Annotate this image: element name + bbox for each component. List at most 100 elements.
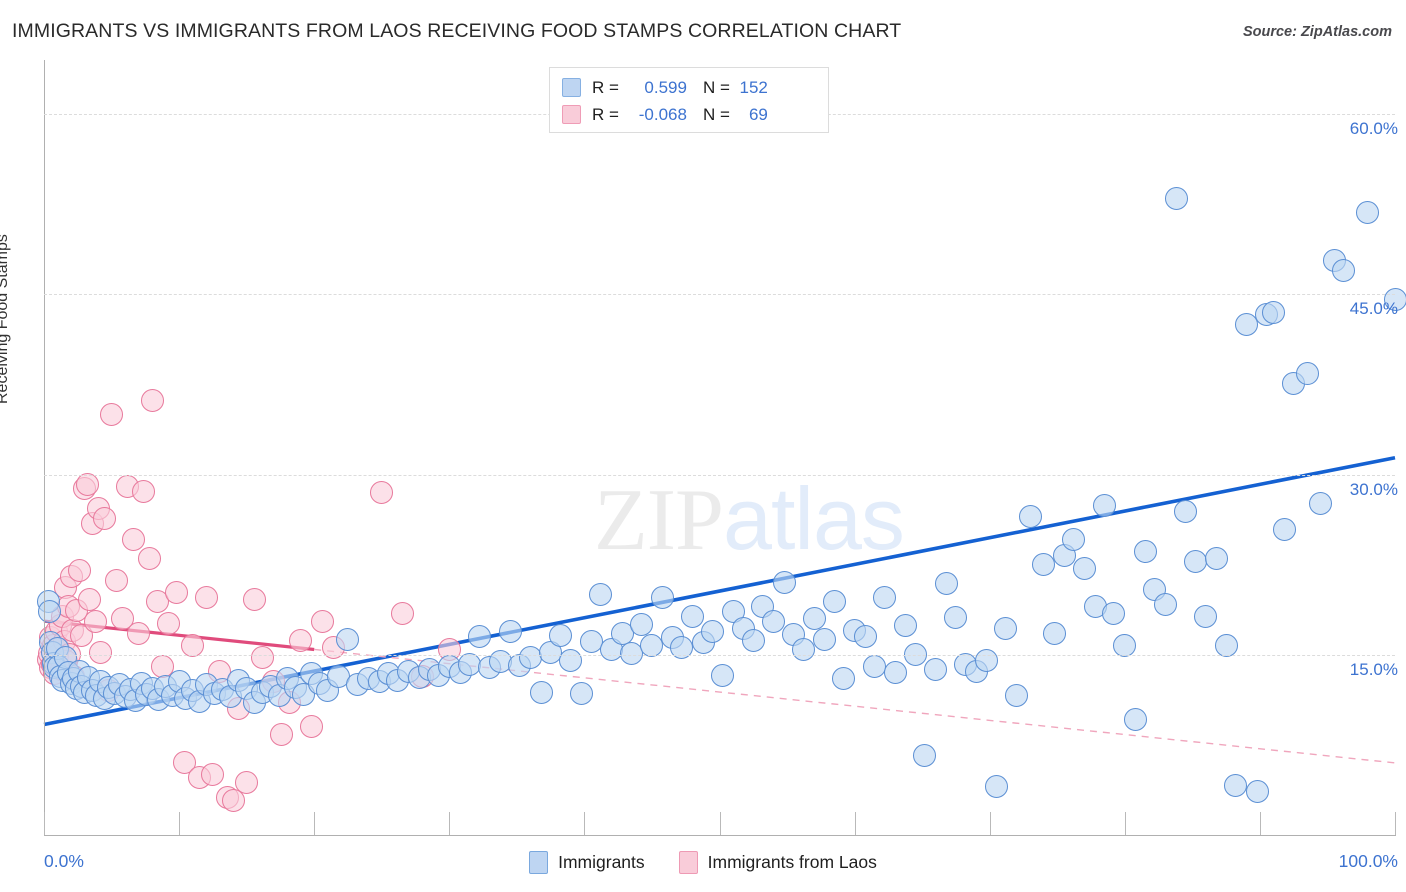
scatter-point-immigrants — [1102, 602, 1126, 626]
scatter-point-immigrants — [1194, 604, 1218, 628]
scatter-point-immigrants — [570, 681, 594, 705]
scatter-point-immigrants — [529, 680, 553, 704]
scatter-point-immigrants — [629, 613, 653, 637]
correlation-row-immigrants: R = 0.599 N = 152 — [562, 74, 818, 101]
scatter-point-immigrants — [1183, 549, 1207, 573]
x-axis-max-label: 100.0% — [1338, 851, 1398, 871]
x-axis-tick — [314, 812, 316, 835]
scatter-point-immigrants — [994, 616, 1018, 640]
scatter-point-immigrants — [1113, 633, 1137, 657]
scatter-point-immigrants — [872, 585, 896, 609]
scatter-point-immigrants — [701, 620, 725, 644]
scatter-point-laos — [67, 559, 91, 583]
scatter-point-laos — [100, 402, 124, 426]
x-axis-tick — [989, 812, 991, 835]
scatter-point-immigrants — [1205, 547, 1229, 571]
scatter-point-immigrants — [1005, 684, 1029, 708]
y-axis-line — [44, 60, 45, 835]
blue-r-label: R = — [592, 77, 619, 97]
scatter-point-immigrants — [498, 620, 522, 644]
scatter-point-immigrants — [1261, 300, 1285, 324]
scatter-point-laos — [370, 481, 394, 505]
scatter-point-immigrants — [832, 667, 856, 691]
scatter-point-immigrants — [710, 663, 734, 687]
scatter-point-immigrants — [548, 624, 572, 648]
scatter-point-laos — [83, 609, 107, 633]
scatter-point-laos — [127, 621, 151, 645]
legend-item-immigrants[interactable]: Immigrants — [529, 851, 645, 874]
scatter-point-immigrants — [336, 627, 360, 651]
scatter-point-immigrants — [651, 585, 675, 609]
x-axis-line — [44, 835, 1396, 836]
scatter-point-immigrants — [1309, 491, 1333, 515]
legend-blue-swatch-icon — [529, 851, 549, 874]
scatter-point-immigrants — [1356, 201, 1380, 225]
blue-n-label: N = — [702, 77, 730, 97]
scatter-point-immigrants — [853, 625, 877, 649]
scatter-point-laos — [243, 587, 267, 611]
correlation-legend: R = 0.599 N = 152 R = -0.068 N = 69 — [549, 67, 829, 133]
scatter-point-immigrants — [1245, 780, 1269, 804]
scatter-point-laos — [75, 472, 99, 496]
scatter-point-immigrants — [1295, 362, 1319, 386]
scatter-point-immigrants — [589, 583, 613, 607]
x-axis-tick — [449, 812, 451, 835]
scatter-point-immigrants — [772, 571, 796, 595]
pink-r-label: R = — [592, 104, 619, 124]
correlation-row-laos: R = -0.068 N = 69 — [562, 101, 818, 128]
scatter-point-immigrants — [802, 607, 826, 631]
scatter-point-laos — [289, 628, 313, 652]
pink-swatch-icon — [562, 105, 581, 124]
scatter-point-laos — [194, 585, 218, 609]
y-axis-label: 45.0% — [1349, 299, 1398, 319]
y-axis-label: 60.0% — [1349, 119, 1398, 139]
scatter-point-immigrants — [883, 661, 907, 685]
scatter-point-laos — [132, 479, 156, 503]
blue-n-value: 152 — [739, 77, 768, 97]
scatter-point-immigrants — [1332, 258, 1356, 282]
source-attribution: Source: ZipAtlas.com — [1242, 24, 1392, 40]
scatter-point-immigrants — [640, 633, 664, 657]
x-axis-tick — [1259, 812, 1261, 835]
scatter-point-immigrants — [680, 604, 704, 628]
scatter-point-immigrants — [1234, 312, 1258, 336]
x-axis-tick — [719, 812, 721, 835]
series-legend: Immigrants Immigrants from Laos — [0, 851, 1406, 874]
gridline — [44, 474, 1395, 476]
scatter-point-immigrants — [944, 606, 968, 630]
gridline — [44, 654, 1395, 656]
scatter-point-laos — [93, 507, 117, 531]
scatter-point-immigrants — [934, 572, 958, 596]
trendlines-layer — [43, 455, 1396, 764]
scatter-point-immigrants — [894, 614, 918, 638]
legend-item-laos[interactable]: Immigrants from Laos — [678, 851, 877, 874]
scatter-point-immigrants — [37, 600, 61, 623]
pink-n-value: 69 — [748, 104, 768, 124]
scatter-point-immigrants — [1124, 708, 1148, 732]
scatter-point-immigrants — [1061, 527, 1085, 551]
scatter-point-immigrants — [1093, 494, 1117, 518]
plot-area: ZIPatlas — [36, 60, 1406, 835]
legend-pink-swatch-icon — [678, 851, 698, 874]
scatter-point-immigrants — [822, 590, 846, 614]
scatter-point-laos — [121, 527, 145, 551]
scatter-point-immigrants — [467, 625, 491, 649]
scatter-point-immigrants — [984, 775, 1008, 799]
x-axis-tick — [854, 812, 856, 835]
scatter-point-laos — [89, 640, 113, 664]
scatter-point-laos — [201, 763, 225, 787]
x-axis-min-label: 0.0% — [44, 851, 84, 871]
scatter-point-immigrants — [1272, 518, 1296, 542]
scatter-point-laos — [221, 788, 245, 812]
scatter-point-laos — [390, 602, 414, 626]
scatter-point-laos — [137, 547, 161, 571]
x-axis-tick — [584, 812, 586, 835]
legend-pink-label: Immigrants from Laos — [707, 852, 877, 872]
scatter-point-laos — [105, 568, 129, 592]
y-axis-label: 30.0% — [1349, 479, 1398, 499]
scatter-point-immigrants — [1133, 539, 1157, 563]
blue-r-value: 0.599 — [644, 77, 687, 97]
y-axis-title: Receiving Food Stamps — [0, 234, 11, 404]
gridline — [44, 294, 1395, 296]
scatter-point-immigrants — [1174, 500, 1198, 524]
